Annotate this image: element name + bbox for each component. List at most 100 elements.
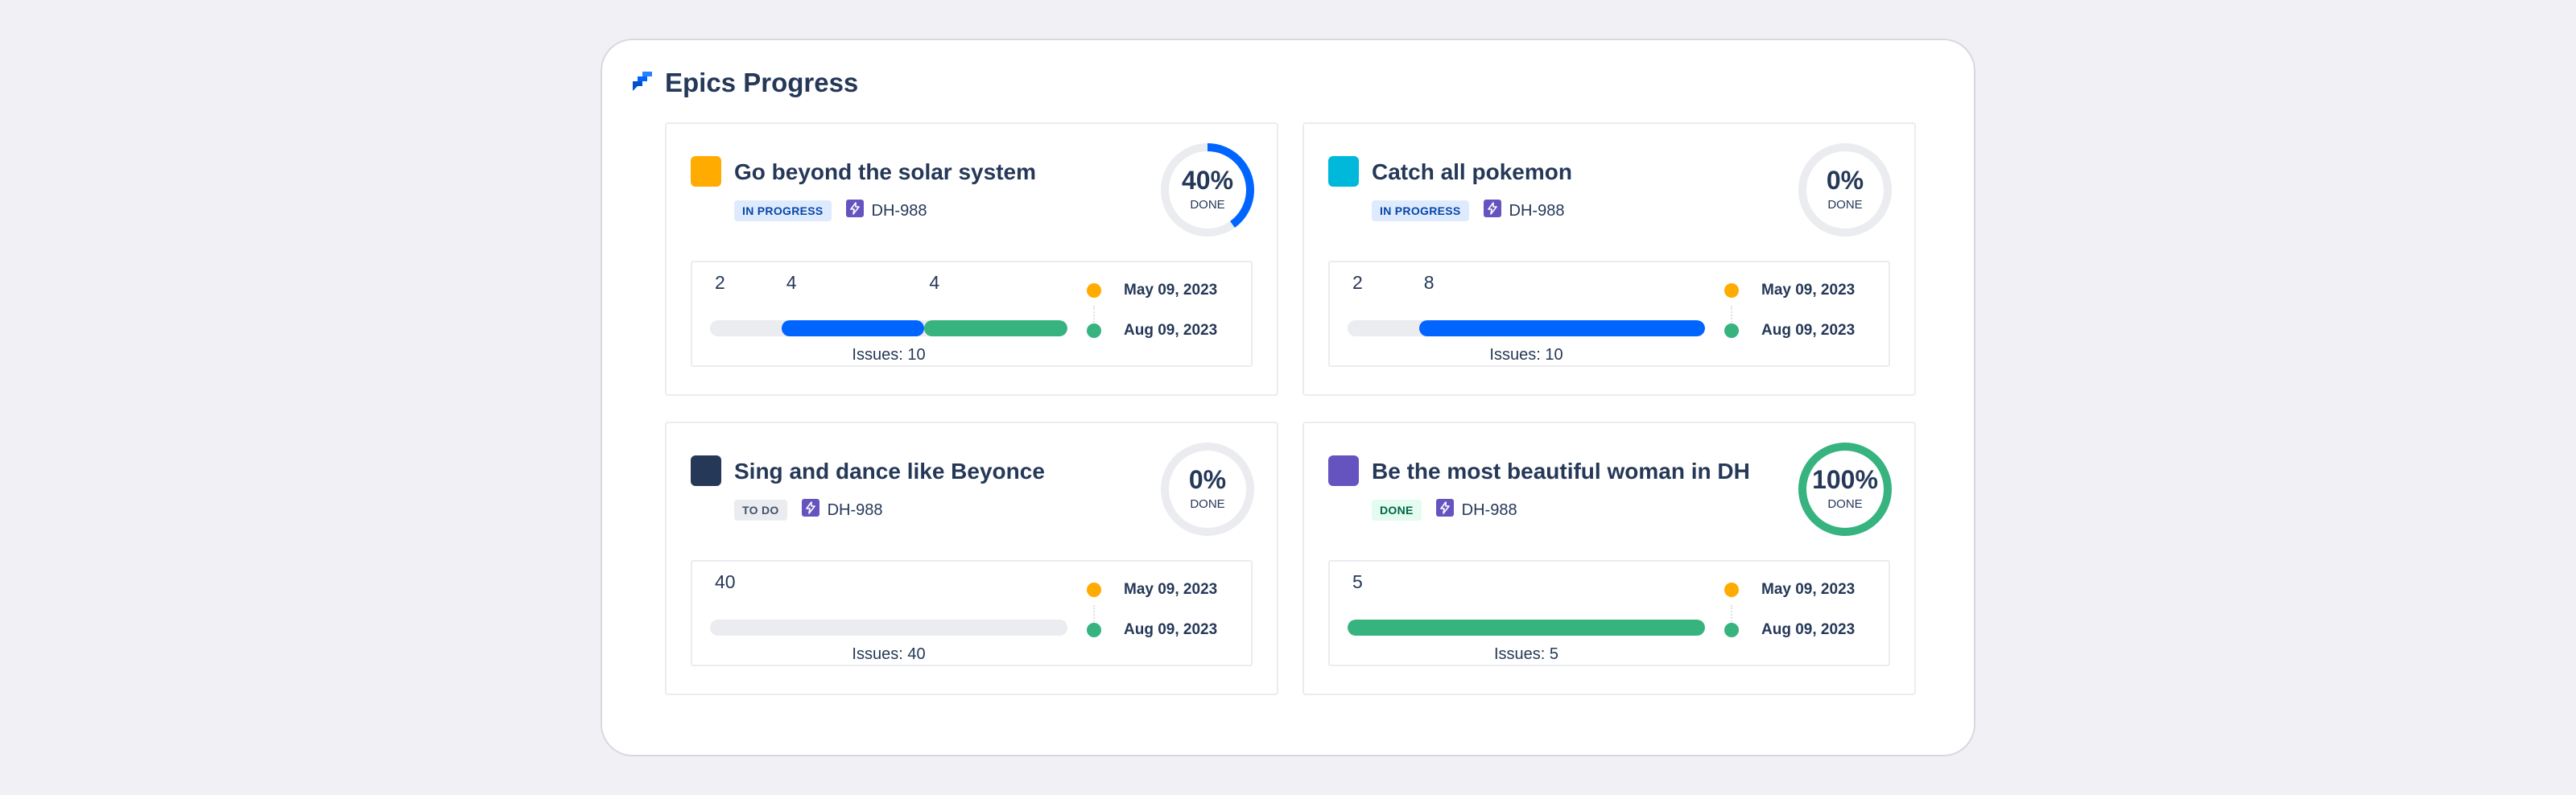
end-date-dot <box>1724 623 1739 637</box>
progress-donut: 0% DONE <box>1159 441 1256 538</box>
donut-percent: 40% <box>1181 166 1234 195</box>
date-connector <box>1731 306 1732 325</box>
start-date: May 09, 2023 <box>1124 282 1218 299</box>
epic-card[interactable]: Be the most beautiful woman in DH DONE D… <box>1302 422 1916 695</box>
issue-key[interactable]: DH-988 <box>1461 500 1517 519</box>
end-date-dot <box>1724 323 1739 338</box>
epic-meta: TO DO DH-988 <box>734 499 883 521</box>
start-date-row: May 09, 2023 <box>1087 282 1217 299</box>
panel-title: Epics Progress <box>665 68 859 97</box>
epic-icon <box>1435 499 1454 521</box>
issue-key-link[interactable]: DH-988 <box>1435 499 1517 521</box>
donut-arc <box>1161 143 1254 237</box>
panel-header: Epics Progress <box>631 68 858 98</box>
issue-key-link[interactable]: DH-988 <box>801 499 883 521</box>
donut-percent: 100% <box>1812 465 1878 494</box>
start-date-dot <box>1087 583 1101 597</box>
epic-meta: IN PROGRESS DH-988 <box>734 200 927 222</box>
donut-done-label: DONE <box>1827 497 1863 511</box>
issue-status-bar-area: Issues: 5 5 <box>1348 571 1705 663</box>
donut-track <box>1798 143 1892 237</box>
epic-dates: May 09, 2023 Aug 09, 2023 <box>1087 277 1248 349</box>
issue-status-bar <box>710 620 1067 636</box>
epic-card[interactable]: Sing and dance like Beyonce TO DO DH-988… <box>665 422 1278 695</box>
end-date-row: Aug 09, 2023 <box>1724 621 1855 639</box>
date-connector <box>1731 605 1732 624</box>
end-date-row: Aug 09, 2023 <box>1724 322 1855 340</box>
status-lozenge: IN PROGRESS <box>1372 200 1469 221</box>
end-date-row: Aug 09, 2023 <box>1087 621 1217 639</box>
end-date: Aug 09, 2023 <box>1761 621 1856 638</box>
epic-title[interactable]: Go beyond the solar system <box>734 159 1036 184</box>
in-progress-segment <box>1418 320 1705 336</box>
end-date-row: Aug 09, 2023 <box>1087 322 1217 340</box>
done-segment <box>1348 620 1705 636</box>
issue-status-bar <box>1348 320 1705 336</box>
epic-color-swatch <box>1328 156 1359 187</box>
issues-count-label: Issues: 40 <box>852 645 926 663</box>
end-date: Aug 09, 2023 <box>1761 322 1856 339</box>
start-date: May 09, 2023 <box>1761 282 1856 299</box>
epics-progress-panel: Epics Progress Go beyond the solar syste… <box>601 39 1975 756</box>
done-segment <box>924 320 1067 336</box>
issues-count-label: Issues: 5 <box>1493 645 1559 663</box>
issue-key[interactable]: DH-988 <box>1509 201 1565 220</box>
issue-key-link[interactable]: DH-988 <box>1483 200 1565 222</box>
epic-title[interactable]: Be the most beautiful woman in DH <box>1372 459 1750 484</box>
epic-stats-box: Issues: 40 40 May 09, 2023 Aug 09, 2023 <box>691 560 1253 666</box>
start-date-row: May 09, 2023 <box>1087 581 1217 599</box>
epic-card[interactable]: Catch all pokemon IN PROGRESS DH-988 0% … <box>1302 122 1916 396</box>
epic-card[interactable]: Go beyond the solar system IN PROGRESS D… <box>665 122 1278 396</box>
status-lozenge: DONE <box>1372 500 1422 521</box>
donut-percent: 0% <box>1826 166 1864 195</box>
epic-color-swatch <box>1328 455 1359 486</box>
end-date-dot <box>1087 323 1101 338</box>
start-date-row: May 09, 2023 <box>1724 581 1855 599</box>
end-date: Aug 09, 2023 <box>1124 322 1218 339</box>
date-connector <box>1093 306 1095 325</box>
todo-segment <box>1348 320 1419 336</box>
progress-donut: 40% DONE <box>1159 142 1256 238</box>
start-date-row: May 09, 2023 <box>1724 282 1855 299</box>
progress-donut: 100% DONE <box>1797 441 1893 538</box>
epic-dates: May 09, 2023 Aug 09, 2023 <box>1087 576 1248 649</box>
start-date-dot <box>1087 283 1101 298</box>
epic-dates: May 09, 2023 Aug 09, 2023 <box>1724 576 1885 649</box>
todo-segment <box>710 620 1067 636</box>
segment-count-label: 40 <box>715 571 736 592</box>
issue-status-bar <box>1348 620 1705 636</box>
start-date: May 09, 2023 <box>1761 581 1856 598</box>
issue-status-bar-area: Issues: 10 2 4 4 <box>710 272 1067 364</box>
end-date-dot <box>1087 623 1101 637</box>
issue-key[interactable]: DH-988 <box>827 500 883 519</box>
epic-title[interactable]: Sing and dance like Beyonce <box>734 459 1045 484</box>
epic-color-swatch <box>691 455 721 486</box>
issues-count-label: Issues: 10 <box>1489 346 1563 364</box>
donut-done-label: DONE <box>1190 198 1225 212</box>
epic-color-swatch <box>691 156 721 187</box>
start-date-dot <box>1724 583 1739 597</box>
jira-logo-icon <box>631 70 654 97</box>
issue-key[interactable]: DH-988 <box>871 201 927 220</box>
donut-percent: 0% <box>1188 465 1227 494</box>
epic-title[interactable]: Catch all pokemon <box>1372 159 1572 184</box>
epic-icon <box>845 200 864 222</box>
in-progress-segment <box>781 320 925 336</box>
epic-icon <box>801 499 819 521</box>
donut-track <box>1161 443 1254 536</box>
segment-count-label: 5 <box>1352 571 1363 592</box>
status-lozenge: IN PROGRESS <box>734 200 832 221</box>
issue-key-link[interactable]: DH-988 <box>845 200 927 222</box>
end-date: Aug 09, 2023 <box>1124 621 1218 638</box>
progress-donut: 0% DONE <box>1797 142 1893 238</box>
epic-icon <box>1483 200 1501 222</box>
issue-status-bar-area: Issues: 40 40 <box>710 571 1067 663</box>
donut-done-label: DONE <box>1827 198 1863 212</box>
issue-status-bar <box>710 320 1067 336</box>
todo-segment <box>710 320 782 336</box>
segment-count-label: 8 <box>1423 272 1435 293</box>
epic-dates: May 09, 2023 Aug 09, 2023 <box>1724 277 1885 349</box>
start-date-dot <box>1724 283 1739 298</box>
epic-meta: IN PROGRESS DH-988 <box>1372 200 1564 222</box>
segment-count-label: 2 <box>715 272 725 293</box>
